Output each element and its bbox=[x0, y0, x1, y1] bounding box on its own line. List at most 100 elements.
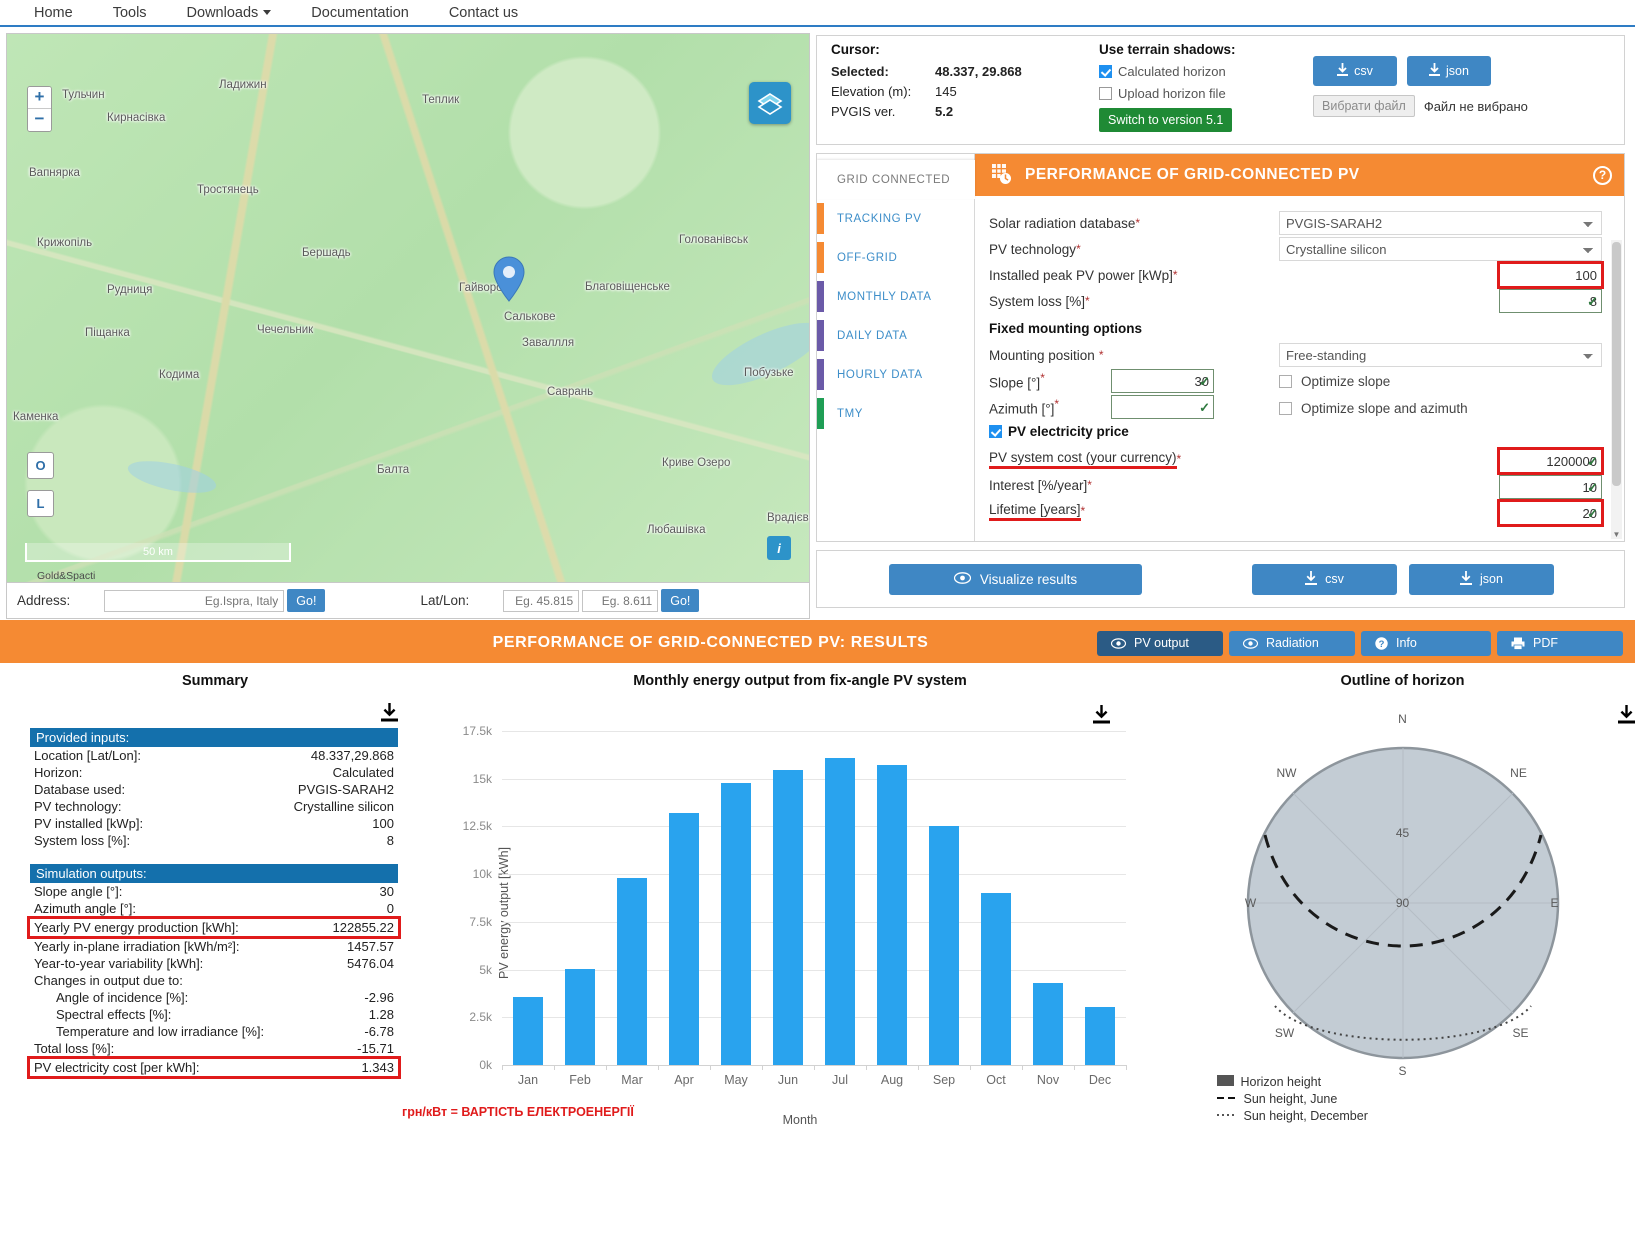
map-location-button[interactable]: L bbox=[27, 490, 54, 517]
chart-y-tick-label: 7.5k bbox=[469, 914, 492, 929]
chart-bar bbox=[1085, 1006, 1115, 1065]
tool-tab-monthly-data[interactable]: MONTHLY DATA bbox=[817, 277, 974, 316]
tool-tab-grid-connected[interactable]: GRID CONNECTED bbox=[817, 160, 975, 199]
system-loss-input[interactable] bbox=[1499, 289, 1602, 313]
pv-electricity-price-row[interactable]: PV electricity price bbox=[989, 424, 1275, 439]
choose-file-button[interactable]: Вибрати файл bbox=[1313, 95, 1415, 117]
latitude-input[interactable] bbox=[503, 589, 580, 612]
summary-row-key: Angle of incidence [%]: bbox=[56, 990, 189, 1005]
chart-download-icon[interactable] bbox=[1093, 705, 1110, 727]
nav-item-downloads[interactable]: Downloads bbox=[167, 1, 292, 25]
chart-x-tick bbox=[814, 1065, 815, 1070]
mounting-position-select[interactable]: Free-standing bbox=[1279, 343, 1602, 367]
tool-tab-off-grid[interactable]: OFF-GRID bbox=[817, 238, 974, 277]
scroll-down-arrow[interactable]: ▼ bbox=[1612, 530, 1621, 539]
help-icon[interactable]: ? bbox=[1593, 165, 1612, 185]
nav-item-label: Tools bbox=[112, 4, 147, 21]
upload-horizon-checkbox[interactable] bbox=[1099, 87, 1112, 100]
tool-tab-tracking-pv[interactable]: TRACKING PV bbox=[817, 199, 974, 238]
calculated-horizon-row[interactable]: Calculated horizon bbox=[1099, 64, 1313, 79]
horizon-ring-45-label: 45 bbox=[1395, 826, 1410, 840]
map-marker-mode-button[interactable]: O bbox=[27, 452, 54, 479]
address-input[interactable] bbox=[104, 589, 285, 612]
azimuth-input[interactable] bbox=[1111, 395, 1214, 419]
upload-horizon-row[interactable]: Upload horizon file bbox=[1099, 86, 1313, 101]
summary-row: Database used: PVGIS-SARAH2 bbox=[30, 781, 398, 798]
optimize-slope-row[interactable]: Optimize slope bbox=[1279, 368, 1602, 395]
horizon-csv-download-button[interactable]: csv bbox=[1313, 56, 1397, 86]
results-json-download-button[interactable]: json bbox=[1409, 563, 1554, 595]
results-button-label: Info bbox=[1396, 636, 1417, 650]
required-star: * bbox=[1098, 348, 1104, 362]
summary-row-key: PV technology: bbox=[34, 799, 122, 814]
summary-row-value: 1.28 bbox=[368, 1007, 394, 1022]
required-star: * bbox=[1085, 294, 1090, 308]
latlon-go-button[interactable]: Go! bbox=[661, 589, 700, 612]
chevron-down-icon bbox=[263, 10, 272, 16]
horizon-ring-90-label: 90 bbox=[1395, 896, 1410, 910]
system-cost-input[interactable] bbox=[1499, 449, 1602, 473]
interest-input[interactable] bbox=[1499, 475, 1602, 499]
tool-tab-hourly-data[interactable]: HOURLY DATA bbox=[817, 355, 974, 394]
chart-x-axis bbox=[502, 1065, 1126, 1066]
tool-tab-tmy[interactable]: TMY bbox=[817, 394, 974, 433]
tool-tab-label: HOURLY DATA bbox=[837, 368, 923, 381]
solar-db-label-row: Solar radiation database * bbox=[989, 210, 1275, 236]
required-star: * bbox=[1172, 268, 1178, 282]
lifetime-input[interactable] bbox=[1499, 501, 1602, 525]
chart-x-tick-label: Sep bbox=[932, 1073, 956, 1087]
zoom-in-button[interactable]: + bbox=[28, 87, 51, 109]
chart-x-axis-label: Month bbox=[782, 1113, 818, 1127]
chart-x-tick bbox=[918, 1065, 919, 1070]
map-layers-button[interactable] bbox=[749, 82, 791, 124]
upload-horizon-label: Upload horizon file bbox=[1118, 86, 1226, 101]
map-location-marker[interactable] bbox=[492, 256, 526, 305]
switch-version-button[interactable]: Switch to version 5.1 bbox=[1099, 108, 1233, 132]
selected-value: 48.337, 29.868 bbox=[935, 64, 1022, 79]
results-radiation-button[interactable]: Radiation bbox=[1229, 630, 1355, 656]
summary-row: Changes in output due to: bbox=[30, 972, 398, 989]
config-scrollbar[interactable]: ▲ ▼ bbox=[1611, 240, 1622, 539]
slope-input[interactable] bbox=[1111, 369, 1214, 393]
cursor-info-box: Cursor: Selected: 48.337, 29.868 Elevati… bbox=[816, 35, 1625, 145]
summary-download-icon[interactable] bbox=[381, 703, 398, 725]
chart-x-tick bbox=[606, 1065, 607, 1070]
solar-db-select[interactable]: PVGIS-SARAH2 bbox=[1279, 211, 1602, 235]
tab-color-bar bbox=[817, 398, 824, 429]
tool-tab-daily-data[interactable]: DAILY DATA bbox=[817, 316, 974, 355]
map-info-button[interactable]: i bbox=[767, 536, 791, 560]
pvgis-version-value: 5.2 bbox=[935, 104, 954, 119]
eye-icon bbox=[953, 571, 971, 587]
zoom-out-button[interactable]: − bbox=[28, 109, 51, 131]
results-pdf-button[interactable]: PDF bbox=[1497, 630, 1623, 656]
nav-item-tools[interactable]: Tools bbox=[93, 1, 167, 25]
pv-electricity-price-checkbox[interactable] bbox=[989, 425, 1002, 438]
longitude-input[interactable] bbox=[582, 589, 659, 612]
results-pv-output-button[interactable]: PV output bbox=[1097, 630, 1223, 656]
map-zoom-controls[interactable]: + − bbox=[27, 86, 52, 132]
summary-column: Summary Provided inputs: Location [Lat/L… bbox=[0, 671, 430, 1123]
peak-power-input[interactable] bbox=[1499, 263, 1602, 287]
optimize-slope-checkbox[interactable] bbox=[1279, 375, 1292, 388]
optimize-slope-azimuth-row[interactable]: Optimize slope and azimuth bbox=[1279, 395, 1602, 422]
scrollbar-thumb[interactable] bbox=[1612, 242, 1621, 486]
optimize-slope-azimuth-checkbox[interactable] bbox=[1279, 402, 1292, 415]
summary-row-key: Total loss [%]: bbox=[34, 1041, 115, 1056]
horizon-download-icon[interactable] bbox=[1617, 705, 1635, 727]
nav-item-documentation[interactable]: Documentation bbox=[291, 1, 429, 25]
selected-label: Selected: bbox=[831, 64, 889, 79]
map-place-label: Любашівка bbox=[647, 524, 706, 536]
nav-item-contact-us[interactable]: Contact us bbox=[429, 1, 538, 25]
nav-item-home[interactable]: Home bbox=[14, 1, 93, 25]
map-canvas[interactable]: Тульчин Ладижин Теплик Кирнасівка Вапнярка Тр… bbox=[6, 33, 810, 583]
results-info-button[interactable]: ? Info bbox=[1361, 630, 1491, 656]
summary-row: PV technology: Crystalline silicon bbox=[30, 798, 398, 815]
address-go-button[interactable]: Go! bbox=[287, 589, 326, 612]
horizon-json-download-button[interactable]: json bbox=[1407, 56, 1491, 86]
results-csv-download-button[interactable]: csv bbox=[1252, 563, 1397, 595]
required-star: * bbox=[1076, 242, 1081, 256]
summary-row-key: PV installed [kWp]: bbox=[34, 816, 144, 831]
calculated-horizon-checkbox[interactable] bbox=[1099, 65, 1112, 78]
pv-tech-select[interactable]: Crystalline silicon bbox=[1279, 237, 1602, 261]
visualize-results-button[interactable]: Visualize results bbox=[889, 563, 1142, 595]
